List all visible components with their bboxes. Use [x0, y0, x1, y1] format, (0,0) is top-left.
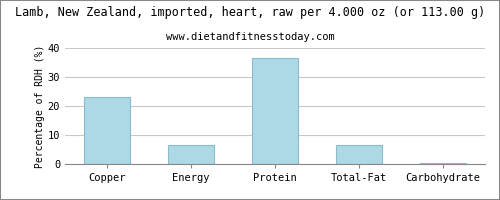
Bar [252, 58, 298, 164]
Y-axis label: Percentage of RDH (%): Percentage of RDH (%) [35, 44, 45, 168]
Bar [84, 97, 130, 164]
Text: www.dietandfitnesstoday.com: www.dietandfitnesstoday.com [166, 32, 334, 42]
Bar [420, 163, 466, 164]
Bar [168, 145, 214, 164]
Bar [336, 145, 382, 164]
Text: Lamb, New Zealand, imported, heart, raw per 4.000 oz (or 113.00 g): Lamb, New Zealand, imported, heart, raw … [15, 6, 485, 19]
